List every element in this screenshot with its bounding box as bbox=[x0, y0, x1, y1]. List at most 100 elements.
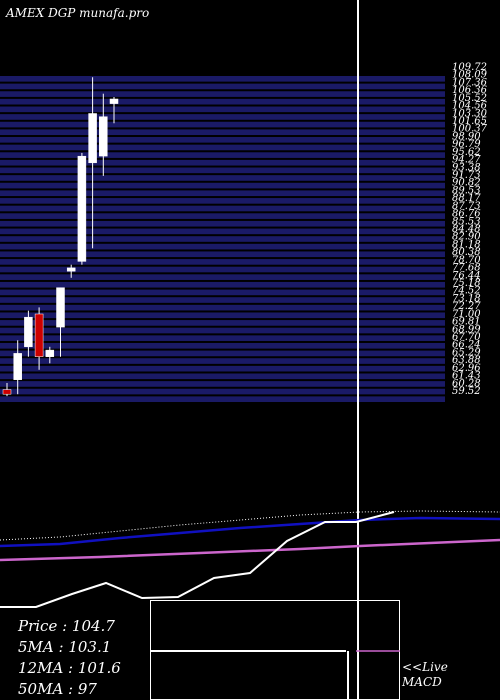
grid-band bbox=[0, 251, 445, 258]
y-tick-label: 69.81 bbox=[452, 317, 481, 328]
grid-band bbox=[0, 98, 445, 105]
white-price-line bbox=[0, 511, 395, 608]
grid-band bbox=[0, 266, 445, 273]
y-tick-label: 59.52 bbox=[452, 386, 481, 397]
price-stat: Price : 104.7 bbox=[17, 617, 115, 635]
ma50-stat: 50MA : 97 bbox=[18, 680, 97, 698]
grid-band bbox=[0, 365, 445, 372]
y-tick-label: 72.27 bbox=[452, 301, 481, 312]
y-tick-label: 98.90 bbox=[452, 131, 481, 142]
y-axis-labels: 109.72108.09107.36106.36105.52104.56103.… bbox=[452, 62, 488, 397]
macd-label: MACD bbox=[401, 675, 442, 689]
grid-band bbox=[0, 190, 445, 197]
grid-band bbox=[0, 137, 445, 143]
grid-band bbox=[0, 167, 445, 174]
moving-average-panel bbox=[0, 510, 500, 608]
y-tick-label: 91.73 bbox=[452, 170, 481, 181]
candle-up bbox=[45, 349, 55, 357]
y-tick-label: 87.73 bbox=[452, 201, 481, 212]
grid-band bbox=[0, 121, 445, 128]
candle-up bbox=[109, 98, 119, 104]
grid-band bbox=[0, 281, 445, 288]
y-tick-label: 76.44 bbox=[452, 270, 481, 281]
y-tick-label: 61.43 bbox=[452, 371, 481, 382]
y-tick-label: 85.53 bbox=[452, 216, 481, 227]
grid-band bbox=[0, 350, 445, 357]
grid-band bbox=[0, 91, 445, 97]
y-tick-label: 103.30 bbox=[452, 108, 488, 119]
grid-band bbox=[0, 358, 445, 364]
y-tick-label: 86.76 bbox=[452, 209, 481, 220]
y-tick-label: 81.18 bbox=[452, 239, 481, 250]
grid-band bbox=[0, 243, 445, 250]
y-tick-label: 106.36 bbox=[452, 85, 488, 96]
grid-band bbox=[0, 335, 445, 341]
grid-band bbox=[0, 381, 445, 387]
y-tick-label: 73.18 bbox=[452, 293, 481, 304]
grid-band bbox=[0, 228, 445, 235]
candle-up bbox=[56, 287, 65, 328]
grid-band bbox=[0, 342, 445, 349]
grid-band bbox=[0, 259, 445, 265]
grid-band bbox=[0, 312, 445, 319]
y-tick-label: 94.27 bbox=[452, 155, 481, 166]
grid-band bbox=[0, 129, 445, 136]
grid-band bbox=[0, 213, 445, 219]
y-tick-label: 105.52 bbox=[452, 93, 487, 104]
y-tick-label: 74.52 bbox=[452, 286, 481, 297]
grid-band bbox=[0, 297, 445, 303]
grid-band bbox=[0, 236, 445, 242]
y-tick-label: 96.79 bbox=[452, 139, 481, 150]
candle-down bbox=[34, 313, 44, 357]
candle-up bbox=[24, 316, 33, 348]
y-tick-label: 80.38 bbox=[452, 247, 481, 258]
y-tick-label: 95.62 bbox=[452, 147, 481, 158]
dotted-average-line bbox=[0, 510, 500, 541]
grid-band bbox=[0, 198, 445, 204]
ma5-stat: 5MA : 103.1 bbox=[18, 638, 111, 656]
y-tick-label: 84.48 bbox=[452, 224, 481, 235]
y-tick-label: 77.68 bbox=[452, 263, 481, 274]
live-label[interactable]: <<Live bbox=[402, 660, 448, 674]
y-tick-label: 68.99 bbox=[452, 324, 481, 335]
y-tick-label: 101.65 bbox=[452, 116, 487, 127]
grid-band bbox=[0, 388, 445, 395]
grid-band bbox=[0, 182, 445, 189]
pink-average-line bbox=[0, 538, 500, 562]
y-tick-label: 62.96 bbox=[452, 363, 481, 374]
ma12-stat: 12MA : 101.6 bbox=[18, 659, 121, 677]
grid-band bbox=[0, 76, 445, 82]
candle-up bbox=[88, 113, 97, 164]
grid-band bbox=[0, 205, 445, 212]
blue-average-line bbox=[0, 516, 500, 548]
grid-band bbox=[0, 274, 445, 280]
y-tick-label: 93.38 bbox=[452, 162, 481, 173]
candle-down bbox=[2, 389, 12, 395]
grid-band bbox=[0, 175, 445, 181]
y-tick-label: 90.82 bbox=[452, 178, 481, 189]
grid-band bbox=[0, 320, 445, 326]
y-tick-label: 104.56 bbox=[452, 101, 488, 112]
y-tick-label: 75.18 bbox=[452, 278, 481, 289]
y-tick-label: 107.36 bbox=[452, 77, 488, 88]
chart-title: AMEX DGP munafa.pro bbox=[5, 6, 149, 20]
candle-up bbox=[66, 267, 76, 272]
grid-band bbox=[0, 289, 445, 296]
candlestick-series bbox=[2, 77, 119, 397]
y-tick-label: 67.70 bbox=[452, 332, 481, 343]
y-tick-label: 82.90 bbox=[452, 232, 481, 243]
grid-band bbox=[0, 396, 445, 402]
candle-up bbox=[77, 155, 87, 262]
grid-band bbox=[0, 159, 445, 166]
grid-band bbox=[0, 327, 445, 334]
y-tick-label: 100.37 bbox=[452, 124, 488, 135]
grid-band bbox=[0, 114, 445, 120]
grid-band bbox=[0, 373, 445, 380]
y-tick-label: 78.70 bbox=[452, 255, 481, 266]
y-tick-label: 66.24 bbox=[452, 340, 481, 351]
candle-up bbox=[13, 353, 22, 380]
grid-band bbox=[0, 106, 445, 113]
grid-band bbox=[0, 83, 445, 90]
y-tick-label: 63.88 bbox=[452, 355, 481, 366]
